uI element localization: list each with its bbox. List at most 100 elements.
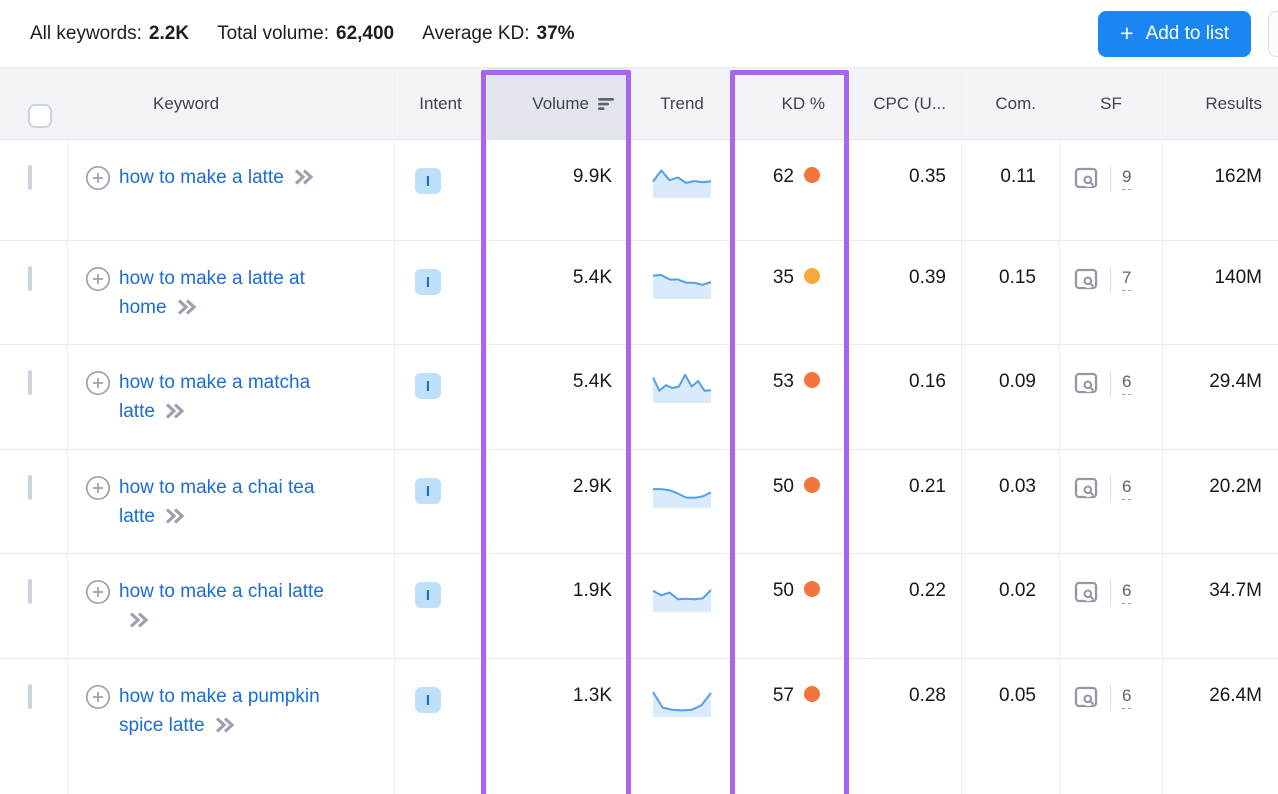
- sf-count-link[interactable]: 6: [1122, 476, 1132, 500]
- volume-cell: 5.4K: [487, 345, 630, 450]
- cpc-cell: 0.39: [846, 241, 962, 345]
- add-keyword-icon[interactable]: [85, 579, 111, 635]
- cpc-cell: 0.16: [846, 345, 962, 450]
- add-keyword-icon[interactable]: [85, 475, 111, 531]
- keyword-link[interactable]: how to make a chai latte: [119, 581, 324, 631]
- keyword-cell: how to make a matcha latte: [68, 345, 395, 450]
- expand-keyword-icon[interactable]: [128, 611, 149, 629]
- results-value: 20.2M: [1209, 476, 1262, 497]
- keyword-link[interactable]: how to make a latte at home: [119, 268, 305, 318]
- column-header-results-label: Results: [1205, 93, 1262, 113]
- kd-cell: 50: [735, 450, 846, 554]
- results-cell: 20.2M: [1163, 450, 1278, 554]
- column-header-cpc[interactable]: CPC (U...: [846, 68, 962, 140]
- expand-keyword-icon[interactable]: [164, 402, 185, 420]
- sf-count-link[interactable]: 9: [1122, 166, 1132, 190]
- add-to-list-button[interactable]: + Add to list: [1098, 11, 1251, 57]
- stat-average-kd-label: Average KD:: [422, 23, 530, 44]
- kd-difficulty-dot: [804, 372, 820, 388]
- keyword-link[interactable]: how to make a pumpkin spice latte: [119, 686, 320, 736]
- cpc-cell: 0.21: [846, 450, 962, 554]
- trend-cell: [630, 140, 735, 241]
- add-keyword-icon[interactable]: [85, 370, 111, 426]
- sf-count-link[interactable]: 6: [1122, 685, 1132, 709]
- com-value: 0.03: [999, 476, 1036, 497]
- clipped-secondary-button[interactable]: [1268, 11, 1278, 57]
- row-checkbox[interactable]: [28, 266, 32, 291]
- cpc-value: 0.28: [909, 685, 946, 706]
- serp-preview-icon[interactable]: [1074, 581, 1099, 604]
- kd-cell: 62: [735, 140, 846, 241]
- results-value: 140M: [1214, 267, 1262, 288]
- column-header-keyword[interactable]: Keyword: [68, 68, 395, 140]
- row-checkbox[interactable]: [28, 165, 32, 190]
- expand-keyword-icon[interactable]: [293, 168, 314, 186]
- results-value: 162M: [1214, 166, 1262, 187]
- intent-badge-informational: I: [415, 269, 441, 295]
- column-header-trend[interactable]: Trend: [630, 68, 735, 140]
- cpc-value: 0.16: [909, 371, 946, 392]
- column-header-results[interactable]: Results: [1163, 68, 1278, 140]
- results-value: 29.4M: [1209, 371, 1262, 392]
- keyword-link[interactable]: how to make a matcha latte: [119, 372, 310, 422]
- intent-cell: I: [395, 140, 487, 241]
- com-cell: 0.15: [962, 241, 1060, 345]
- kd-difficulty-dot: [804, 581, 820, 597]
- keyword-link[interactable]: how to make a chai tea latte: [119, 477, 314, 527]
- intent-cell: I: [395, 659, 487, 794]
- stat-total-volume-label: Total volume:: [217, 23, 330, 44]
- stat-all-keywords: All keywords: 2.2K: [30, 23, 189, 45]
- keyword-cell: how to make a latte at home: [68, 241, 395, 345]
- kd-cell: 53: [735, 345, 846, 450]
- row-checkbox[interactable]: [28, 579, 32, 604]
- row-checkbox[interactable]: [28, 370, 32, 395]
- column-header-kd[interactable]: KD %: [735, 68, 846, 140]
- sf-divider: [1110, 685, 1111, 711]
- cpc-value: 0.22: [909, 580, 946, 601]
- trend-cell: [630, 554, 735, 659]
- keyword-cell: how to make a chai tea latte: [68, 450, 395, 554]
- serp-preview-icon[interactable]: [1074, 167, 1099, 190]
- sf-count-link[interactable]: 6: [1122, 580, 1132, 604]
- volume-value: 5.4K: [572, 371, 612, 392]
- sf-divider: [1110, 267, 1111, 293]
- add-keyword-icon[interactable]: [85, 684, 111, 740]
- column-header-sf[interactable]: SF: [1060, 68, 1163, 140]
- intent-cell: I: [395, 450, 487, 554]
- sf-divider: [1110, 371, 1111, 397]
- serp-preview-icon[interactable]: [1074, 477, 1099, 500]
- kd-difficulty-dot: [804, 477, 820, 493]
- add-keyword-icon[interactable]: [85, 165, 111, 197]
- sf-divider: [1110, 166, 1111, 192]
- sf-cell: 6: [1060, 659, 1163, 794]
- column-header-volume[interactable]: Volume: [487, 68, 630, 140]
- row-checkbox[interactable]: [28, 684, 32, 709]
- column-header-sf-label: SF: [1100, 93, 1122, 113]
- plus-icon: +: [1120, 19, 1134, 46]
- expand-keyword-icon[interactable]: [214, 716, 235, 734]
- column-header-intent[interactable]: Intent: [395, 68, 487, 140]
- intent-badge-informational: I: [415, 373, 441, 399]
- keyword-wrap: how to make a matcha latte: [85, 368, 394, 426]
- add-keyword-icon[interactable]: [85, 266, 111, 322]
- volume-cell: 9.9K: [487, 140, 630, 241]
- sf-count-link[interactable]: 7: [1122, 267, 1132, 291]
- stat-all-keywords-label: All keywords:: [30, 23, 142, 44]
- keyword-wrap: how to make a pumpkin spice latte: [85, 682, 394, 740]
- sf-count-link[interactable]: 6: [1122, 371, 1132, 395]
- keyword-text-block: how to make a latte at home: [119, 264, 325, 322]
- intent-cell: I: [395, 554, 487, 659]
- serp-preview-icon[interactable]: [1074, 686, 1099, 709]
- kd-value: 57: [772, 685, 794, 706]
- expand-keyword-icon[interactable]: [176, 298, 197, 316]
- keyword-link[interactable]: how to make a latte: [119, 167, 314, 188]
- row-checkbox[interactable]: [28, 475, 32, 500]
- select-all-checkbox[interactable]: [28, 103, 52, 128]
- column-header-com[interactable]: Com.: [962, 68, 1060, 140]
- serp-preview-icon[interactable]: [1074, 372, 1099, 395]
- serp-preview-icon[interactable]: [1074, 268, 1099, 291]
- trend-sparkline: [652, 274, 712, 299]
- expand-keyword-icon[interactable]: [164, 507, 185, 525]
- com-cell: 0.02: [962, 554, 1060, 659]
- results-value: 26.4M: [1209, 685, 1262, 706]
